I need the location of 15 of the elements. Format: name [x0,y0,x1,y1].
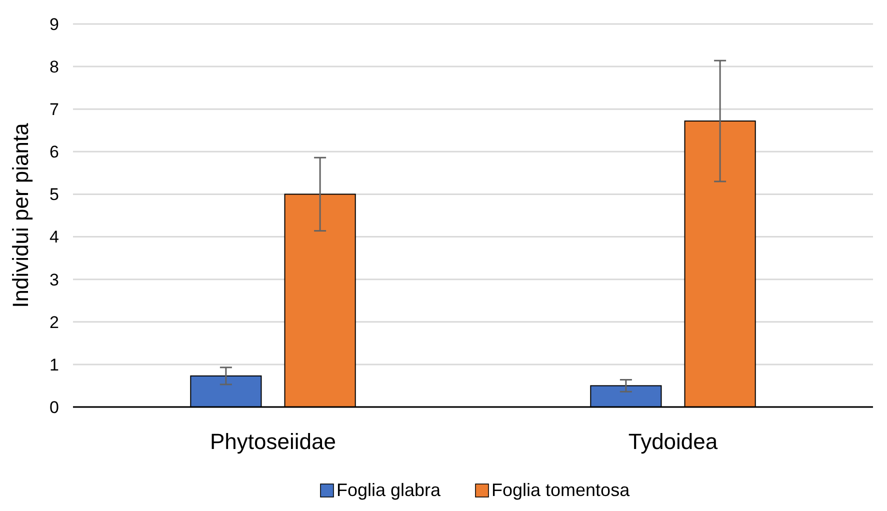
y-tick-label: 2 [50,312,59,332]
y-tick-label: 7 [50,100,59,120]
y-tick-label: 0 [50,398,59,417]
y-axis-title: Individui per pianta [8,122,33,308]
y-tick-label: 3 [50,270,59,290]
y-tick-label: 1 [50,355,59,374]
y-tick-label: 9 [50,14,59,34]
x-tick-label: Tydoidea [628,429,718,454]
y-tick-label: 4 [50,228,59,247]
y-tick-label: 8 [50,58,59,77]
legend-label: Foglia glabra [336,480,442,500]
y-tick-label: 6 [50,142,59,162]
y-tick-label: 5 [50,185,59,204]
x-tick-label: Phytoseiidae [210,429,336,454]
legend-label: Foglia tomentosa [492,480,631,500]
